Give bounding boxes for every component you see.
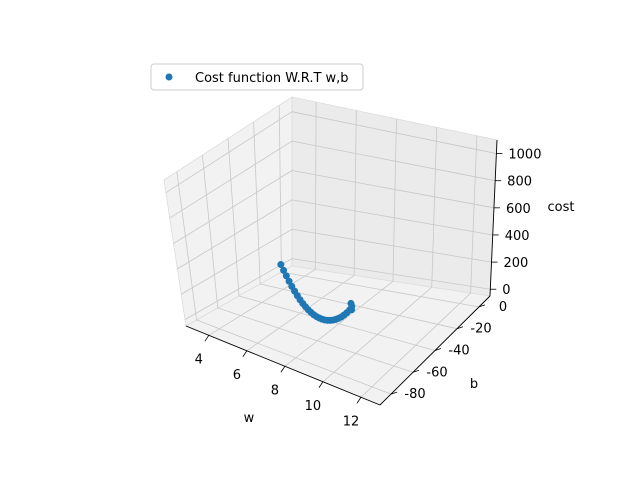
z-tick-label: 600	[506, 202, 531, 217]
x-tick-mark	[204, 335, 210, 342]
z-grid-line	[291, 199, 493, 236]
axes: 4 6 8 10 12 0 -20-40-60-80 0 200 400 600 800 1000	[185, 139, 541, 429]
y-grid-line	[196, 319, 392, 395]
y-tick-mark	[456, 326, 464, 330]
y-tick-mark	[412, 369, 420, 373]
x-axis-label: w	[244, 411, 255, 426]
z-tick-label: 800	[507, 175, 532, 190]
z-axis-line	[489, 139, 498, 297]
z-grid-line	[184, 258, 293, 320]
y-tick-label: -60	[426, 365, 447, 380]
x-axis-line	[185, 325, 381, 406]
y-tick-mark	[390, 391, 398, 395]
z-grid-line	[169, 140, 293, 219]
z-tick-label: 0	[502, 283, 510, 298]
x-tick-mark	[318, 381, 324, 388]
x-tick-mark	[242, 350, 248, 358]
grid-lines	[165, 102, 497, 398]
x-grid-line	[314, 102, 317, 270]
x-grid-line	[431, 127, 438, 288]
x-tick-mark	[280, 366, 286, 373]
y-grid-line	[281, 271, 480, 308]
z-grid-line	[165, 111, 293, 194]
legend: Cost function W.R.T w,b	[150, 63, 364, 91]
y-grid-line	[238, 295, 436, 351]
z-grid-line	[177, 199, 293, 270]
z-grid-line	[291, 140, 496, 182]
y-axis-label: b	[470, 377, 478, 392]
x-tick-label: 12	[343, 414, 360, 429]
y-grid-line	[176, 171, 197, 321]
data-points	[277, 261, 356, 324]
y-tick-label: -40	[448, 344, 469, 359]
z-tick-label: 200	[504, 256, 529, 271]
legend-frame	[150, 63, 364, 91]
y-tick-mark	[434, 348, 442, 351]
z-tick-label: 1000	[508, 148, 541, 163]
y-grid-line	[253, 121, 261, 285]
legend-marker	[165, 73, 173, 81]
x-tick-label: 8	[271, 383, 279, 398]
z-grid-line	[291, 258, 491, 290]
y-grid-line	[278, 105, 282, 273]
x-grid-line	[353, 110, 357, 276]
x-tick-label: 4	[195, 352, 203, 367]
y-grid-line	[217, 307, 414, 373]
x-tick-label: 10	[305, 399, 322, 414]
y-grid-line	[202, 155, 219, 309]
y-tick-label: 0	[499, 300, 507, 315]
z-grid-line	[181, 228, 293, 295]
z-tick-label: 400	[505, 229, 530, 244]
z-grid-line	[173, 170, 293, 244]
data-point	[280, 266, 288, 274]
z-grid-line	[291, 170, 495, 209]
y-tick-label: -20	[470, 322, 491, 337]
y-axis-line	[379, 295, 491, 406]
y-tick-mark	[478, 304, 486, 308]
z-grid-line	[291, 228, 492, 263]
z-axis-label: cost	[548, 200, 575, 215]
data-point	[282, 272, 290, 280]
legend-label: Cost function W.R.T w,b	[195, 71, 349, 86]
data-point	[347, 299, 355, 307]
y-grid-line	[227, 138, 240, 297]
x-grid-line	[392, 118, 397, 282]
data-point	[277, 261, 285, 269]
x-tick-label: 6	[233, 368, 241, 383]
x-grid-line	[470, 135, 478, 294]
z-grid-line	[291, 111, 497, 154]
y-tick-label: -80	[404, 387, 425, 402]
x-tick-mark	[356, 397, 362, 404]
